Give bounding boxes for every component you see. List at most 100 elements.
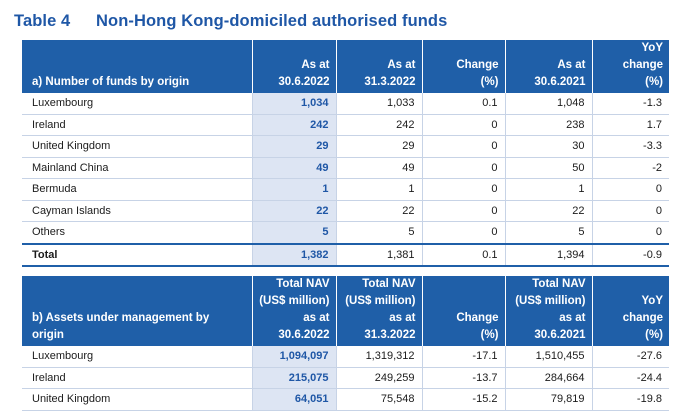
table-cell: 49 [252,157,337,179]
column-header-line: As at [387,59,416,71]
table-cell: 5 [252,221,337,244]
table-cell: 238 [505,114,593,136]
table-cell: 249,259 [336,367,423,389]
column-header: Total NAV (US$ million) as at 30.6.2021 [505,276,593,346]
table-row: Cayman Islands 22 22 0 22 0 [22,200,669,222]
table-cell: 1.7 [592,114,669,136]
table-cell: 1,094,097 [252,346,337,368]
table-cell: -1.3 [592,93,669,115]
row-label: Mainland China [22,157,253,179]
column-header: As at 30.6.2021 [505,40,593,93]
row-label: United Kingdom [22,388,253,411]
column-header-line: 31.3.2022 [364,329,416,341]
table-cell: 1,382 [252,242,337,267]
column-header-line: (US$ million) [515,295,586,307]
table-cell: 22 [336,200,423,222]
table-cell: 0 [422,221,506,244]
column-header: Total NAV (US$ million) as at 31.3.2022 [336,276,423,346]
table-cell: -13.7 [422,367,506,389]
row-label: Others [22,221,253,244]
column-header-line: Total NAV [362,278,416,290]
table-cell: 1 [336,178,423,201]
table-cell: 79,819 [505,388,593,411]
table-cell: -27.6 [592,346,669,368]
table-row: Total 1,382 1,381 0.1 1,394 -0.9 [22,242,669,267]
column-header-line: (%) [645,76,663,88]
table-cell: 1,394 [505,242,593,267]
table-row: Others 5 5 0 5 0 [22,221,669,244]
column-header-line: change [622,59,663,71]
column-header-line: Change [456,59,499,71]
table-cell: 0 [592,200,669,222]
table-cell: 284,664 [505,367,593,389]
column-header-line: Total NAV [276,278,330,290]
column-header-line: 30.6.2021 [534,76,586,88]
table-cell: -2 [592,157,669,179]
table-cell: 0 [422,200,506,222]
column-header: As at 31.3.2022 [336,40,423,93]
column-header: YoY change (%) [592,40,669,93]
column-header: Total NAV (US$ million) as at 30.6.2022 [252,276,337,346]
column-header-line: as at [303,312,330,324]
table-title-text: Non-Hong Kong-domiciled authorised funds [96,12,448,30]
column-header: As at 30.6.2022 [252,40,337,93]
row-label: Ireland [22,114,253,136]
table-cell: 29 [252,135,337,158]
table-cell: 0 [422,157,506,179]
funds-by-origin-table: a) Number of funds by origin As at 30.6.20… [22,40,669,267]
table-cell: -3.3 [592,135,669,158]
column-header: b) Assets under management by origin [22,276,253,346]
column-header-line: Total NAV [532,278,586,290]
table-cell: 215,075 [252,367,337,389]
column-header-line: (%) [645,329,663,341]
table-row: Ireland 215,075 249,259 -13.7 284,664 -24.4 [22,367,669,389]
column-header-line: as at [559,312,586,324]
table-cell: 0 [592,178,669,201]
aum-by-origin-table: b) Assets under management by origin Total… [22,276,669,411]
column-header: Change (%) [422,40,506,93]
table-number: Table 4 [14,12,71,30]
table-cell: 0.1 [422,242,506,267]
table-cell: -15.2 [422,388,506,411]
table-cell: 1,033 [336,93,423,115]
table-row: Mainland China 49 49 0 50 -2 [22,157,669,179]
column-header-line: YoY [641,295,663,307]
column-header-line: origin [32,329,64,341]
table-cell: 5 [336,221,423,244]
column-header-line: (%) [480,76,499,88]
column-header-line: YoY [641,42,663,54]
column-header-line: As at [301,59,330,71]
row-label: Cayman Islands [22,200,253,222]
table-cell: 0 [422,178,506,201]
row-label: Luxembourg [22,93,253,115]
column-header-line: change [622,312,663,324]
table-cell: 1 [505,178,593,201]
table-row: Luxembourg 1,034 1,033 0.1 1,048 -1.3 [22,93,669,115]
column-header: Change (%) [422,276,506,346]
column-header-line: Change [456,312,499,324]
table-cell: 1,034 [252,93,337,115]
table-row: Ireland 242 242 0 238 1.7 [22,114,669,136]
table-body: Luxembourg 1,094,097 1,319,312 -17.1 1,510,4… [22,346,669,411]
column-header-line: (US$ million) [259,295,330,307]
table-cell: 0 [422,135,506,158]
table-cell: 49 [336,157,423,179]
table-cell: 1 [252,178,337,201]
row-label: Total [22,242,253,267]
column-header: YoY change (%) [592,276,669,346]
table-cell: -0.9 [592,242,669,267]
header-row: b) Assets under management by origin Total… [22,276,669,346]
table-cell: 30 [505,135,593,158]
table-cell: 22 [505,200,593,222]
header-row: a) Number of funds by origin As at 30.6.20… [22,40,669,93]
column-header-line: 30.6.2022 [278,329,330,341]
table-cell: -17.1 [422,346,506,368]
column-header-line: a) Number of funds by origin [32,76,190,88]
table-cell: 0.1 [422,93,506,115]
table-cell: 29 [336,135,423,158]
column-header-line: as at [389,312,416,324]
column-header-line: (US$ million) [345,295,416,307]
table-cell: 64,051 [252,388,337,411]
column-header-line: (%) [480,329,499,341]
table-row: Luxembourg 1,094,097 1,319,312 -17.1 1,510,4… [22,346,669,368]
